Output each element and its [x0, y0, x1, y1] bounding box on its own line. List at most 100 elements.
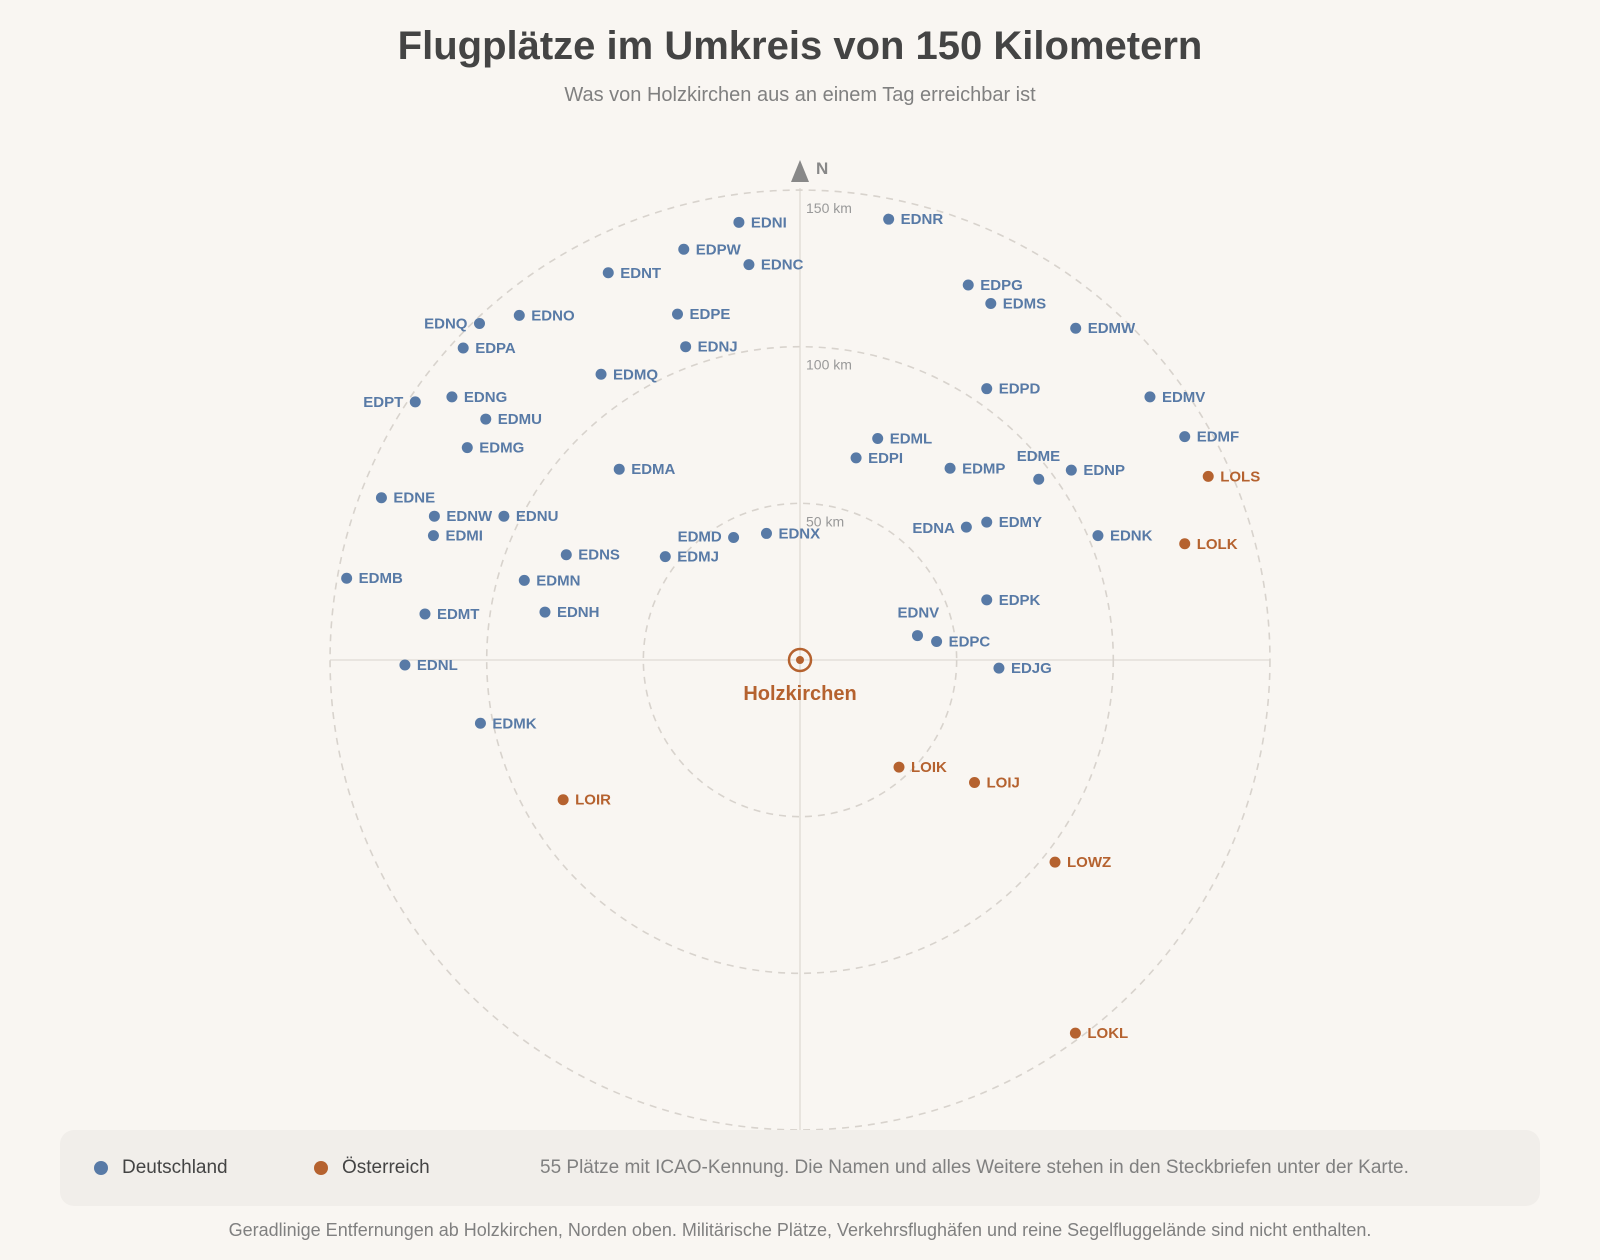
- airport-dot[interactable]: [1202, 470, 1214, 482]
- airport-dot[interactable]: [981, 383, 993, 395]
- airport-edni[interactable]: EDNI: [733, 214, 787, 231]
- airport-ednq[interactable]: EDNQ: [424, 316, 485, 333]
- airport-dot[interactable]: [375, 492, 387, 504]
- airport-dot[interactable]: [595, 368, 607, 380]
- airport-edna[interactable]: EDNA: [912, 520, 972, 537]
- airport-dot[interactable]: [985, 297, 997, 309]
- airport-ednu[interactable]: EDNU: [498, 508, 558, 525]
- airport-dot[interactable]: [1049, 856, 1061, 868]
- airport-edjg[interactable]: EDJG: [993, 660, 1052, 677]
- airport-dot[interactable]: [893, 761, 905, 773]
- airport-dot[interactable]: [446, 391, 458, 403]
- airport-dot[interactable]: [883, 213, 895, 225]
- airport-edma[interactable]: EDMA: [613, 461, 676, 478]
- airport-edmv[interactable]: EDMV: [1144, 389, 1205, 406]
- airport-ednc[interactable]: EDNC: [743, 257, 804, 274]
- airport-dot[interactable]: [1144, 391, 1156, 403]
- airport-edpt[interactable]: EDPT: [363, 394, 421, 411]
- airport-dot[interactable]: [557, 794, 569, 806]
- airport-dot[interactable]: [419, 608, 431, 620]
- airport-dot[interactable]: [1033, 473, 1045, 485]
- airport-dot[interactable]: [981, 516, 993, 528]
- airport-edmg[interactable]: EDMG: [461, 440, 525, 457]
- airport-edmn[interactable]: EDMN: [518, 572, 581, 589]
- airport-edms[interactable]: EDMS: [985, 295, 1046, 312]
- airport-loik[interactable]: LOIK: [893, 759, 947, 776]
- airport-loij[interactable]: LOIJ: [969, 775, 1020, 792]
- airport-edpd[interactable]: EDPD: [981, 381, 1041, 398]
- airport-edng[interactable]: EDNG: [446, 389, 507, 406]
- airport-dot[interactable]: [428, 510, 440, 522]
- airport-dot[interactable]: [539, 606, 551, 618]
- airport-ednt[interactable]: EDNT: [602, 265, 661, 282]
- airport-dot[interactable]: [678, 243, 690, 255]
- airport-edpi[interactable]: EDPI: [850, 450, 904, 467]
- airport-edmy[interactable]: EDMY: [981, 514, 1042, 531]
- airport-dot[interactable]: [461, 442, 473, 454]
- airport-edne[interactable]: EDNE: [375, 490, 435, 507]
- airport-dot[interactable]: [341, 572, 353, 584]
- airport-ednv[interactable]: EDNV: [897, 605, 939, 642]
- airport-dot[interactable]: [743, 259, 755, 271]
- airport-dot[interactable]: [680, 341, 692, 353]
- airport-edmq[interactable]: EDMQ: [595, 366, 659, 383]
- airport-dot[interactable]: [1065, 464, 1077, 476]
- airport-edpc[interactable]: EDPC: [931, 634, 990, 651]
- airport-dot[interactable]: [931, 636, 943, 648]
- airport-edmw[interactable]: EDMW: [1070, 320, 1136, 337]
- airport-edmi[interactable]: EDMI: [427, 528, 483, 545]
- airport-dot[interactable]: [480, 413, 492, 425]
- airport-dot[interactable]: [760, 527, 772, 539]
- airport-dot[interactable]: [969, 777, 981, 789]
- airport-edmd[interactable]: EDMD: [678, 528, 740, 545]
- airport-dot[interactable]: [1092, 530, 1104, 542]
- airport-edmf[interactable]: EDMF: [1179, 429, 1239, 446]
- airport-edns[interactable]: EDNS: [560, 547, 620, 564]
- airport-lolk[interactable]: LOLK: [1179, 536, 1238, 553]
- center-marker[interactable]: Holzkirchen: [743, 647, 857, 705]
- airport-dot[interactable]: [1070, 322, 1082, 334]
- airport-lowz[interactable]: LOWZ: [1049, 854, 1112, 871]
- airport-dot[interactable]: [911, 630, 923, 642]
- airport-dot[interactable]: [474, 717, 486, 729]
- airport-edmu[interactable]: EDMU: [480, 411, 542, 428]
- airport-ednx[interactable]: EDNX: [760, 525, 820, 542]
- airport-edmp[interactable]: EDMP: [944, 460, 1006, 477]
- airport-lokl[interactable]: LOKL: [1069, 1025, 1128, 1042]
- airport-edpa[interactable]: EDPA: [457, 340, 516, 357]
- airport-dot[interactable]: [944, 462, 956, 474]
- airport-dot[interactable]: [993, 662, 1005, 674]
- airport-edmj[interactable]: EDMJ: [659, 549, 719, 566]
- airport-dot[interactable]: [602, 267, 614, 279]
- airport-edme[interactable]: EDME: [1017, 448, 1060, 485]
- airport-loir[interactable]: LOIR: [557, 792, 611, 809]
- airport-ednw[interactable]: EDNW: [428, 508, 493, 525]
- airport-edpk[interactable]: EDPK: [981, 592, 1041, 609]
- airport-ednp[interactable]: EDNP: [1065, 462, 1125, 479]
- airport-dot[interactable]: [473, 318, 485, 330]
- airport-dot[interactable]: [498, 510, 510, 522]
- airport-dot[interactable]: [518, 574, 530, 586]
- airport-edmt[interactable]: EDMT: [419, 606, 479, 623]
- airport-dot[interactable]: [560, 549, 572, 561]
- airport-dot[interactable]: [1179, 431, 1191, 443]
- airport-dot[interactable]: [850, 452, 862, 464]
- airport-dot[interactable]: [409, 396, 421, 408]
- airport-ednj[interactable]: EDNJ: [680, 339, 738, 356]
- airport-dot[interactable]: [1069, 1027, 1081, 1039]
- airport-dot[interactable]: [728, 531, 740, 543]
- airport-dot[interactable]: [613, 463, 625, 475]
- airport-edpw[interactable]: EDPW: [678, 241, 742, 258]
- airport-lols[interactable]: LOLS: [1202, 468, 1261, 485]
- airport-dot[interactable]: [962, 279, 974, 291]
- airport-ednk[interactable]: EDNK: [1092, 528, 1153, 545]
- airport-edno[interactable]: EDNO: [513, 307, 575, 324]
- airport-edmb[interactable]: EDMB: [341, 570, 403, 587]
- airport-edpe[interactable]: EDPE: [671, 306, 730, 323]
- airport-dot[interactable]: [671, 308, 683, 320]
- airport-edpg[interactable]: EDPG: [962, 277, 1023, 294]
- radius-map[interactable]: 50 km 100 km 150 km N EDNI EDPW EDNC EDNR EDNT…: [0, 0, 1600, 1130]
- airport-ednh[interactable]: EDNH: [539, 604, 599, 621]
- airport-dot[interactable]: [513, 309, 525, 321]
